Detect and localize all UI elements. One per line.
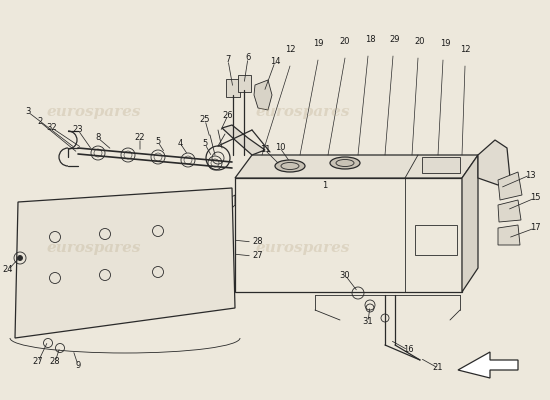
Text: eurospares: eurospares: [255, 241, 350, 255]
Text: 30: 30: [340, 270, 350, 280]
Text: 28: 28: [50, 358, 60, 366]
Text: 29: 29: [390, 36, 400, 44]
Text: 26: 26: [223, 110, 233, 120]
Text: 32: 32: [47, 124, 57, 132]
Text: 8: 8: [95, 134, 101, 142]
Text: 27: 27: [32, 358, 43, 366]
Text: 14: 14: [270, 58, 280, 66]
Ellipse shape: [330, 157, 360, 169]
Text: 22: 22: [135, 134, 145, 142]
Text: eurospares: eurospares: [46, 105, 141, 119]
Text: 6: 6: [245, 54, 251, 62]
Text: 16: 16: [403, 346, 413, 354]
Text: 28: 28: [252, 238, 263, 246]
Polygon shape: [462, 155, 478, 292]
Text: 19: 19: [313, 40, 323, 48]
Polygon shape: [222, 125, 265, 155]
Polygon shape: [235, 178, 462, 292]
Polygon shape: [498, 200, 521, 222]
Text: 25: 25: [200, 116, 210, 124]
Text: 19: 19: [440, 40, 450, 48]
Text: 1: 1: [322, 180, 328, 190]
FancyBboxPatch shape: [226, 79, 240, 97]
Text: 7: 7: [226, 56, 230, 64]
Text: eurospares: eurospares: [46, 241, 141, 255]
Text: 12: 12: [285, 46, 295, 54]
Text: 20: 20: [415, 38, 425, 46]
Polygon shape: [458, 352, 518, 378]
Text: 4: 4: [177, 138, 183, 148]
Text: 31: 31: [362, 318, 373, 326]
Polygon shape: [498, 225, 520, 245]
Text: 10: 10: [275, 144, 285, 152]
Text: 12: 12: [460, 46, 470, 54]
Text: 21: 21: [433, 364, 443, 372]
Text: 3: 3: [25, 108, 31, 116]
Text: 24: 24: [3, 266, 13, 274]
Text: 9: 9: [75, 360, 81, 370]
Polygon shape: [15, 188, 235, 338]
Polygon shape: [254, 80, 272, 110]
Text: 11: 11: [260, 146, 270, 154]
Text: 5: 5: [202, 140, 208, 148]
Text: 18: 18: [365, 36, 375, 44]
Text: 20: 20: [340, 38, 350, 46]
Text: 27: 27: [252, 252, 263, 260]
Text: eurospares: eurospares: [255, 105, 350, 119]
Text: 13: 13: [525, 170, 535, 180]
Circle shape: [18, 256, 23, 260]
Text: 5: 5: [155, 138, 161, 146]
Text: 17: 17: [530, 224, 540, 232]
Text: 15: 15: [530, 194, 540, 202]
Polygon shape: [478, 140, 510, 185]
FancyBboxPatch shape: [422, 157, 460, 173]
Polygon shape: [235, 155, 478, 178]
FancyBboxPatch shape: [238, 75, 251, 92]
Polygon shape: [498, 172, 522, 200]
Text: 2: 2: [37, 118, 43, 126]
Ellipse shape: [275, 160, 305, 172]
Text: 23: 23: [73, 126, 83, 134]
